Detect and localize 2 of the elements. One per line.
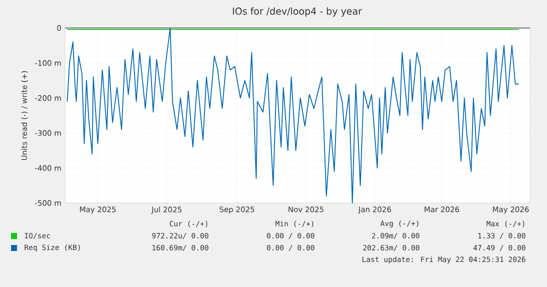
- line-series: [66, 28, 520, 204]
- chart-title: IOs for /dev/loop4 - by year: [232, 7, 362, 17]
